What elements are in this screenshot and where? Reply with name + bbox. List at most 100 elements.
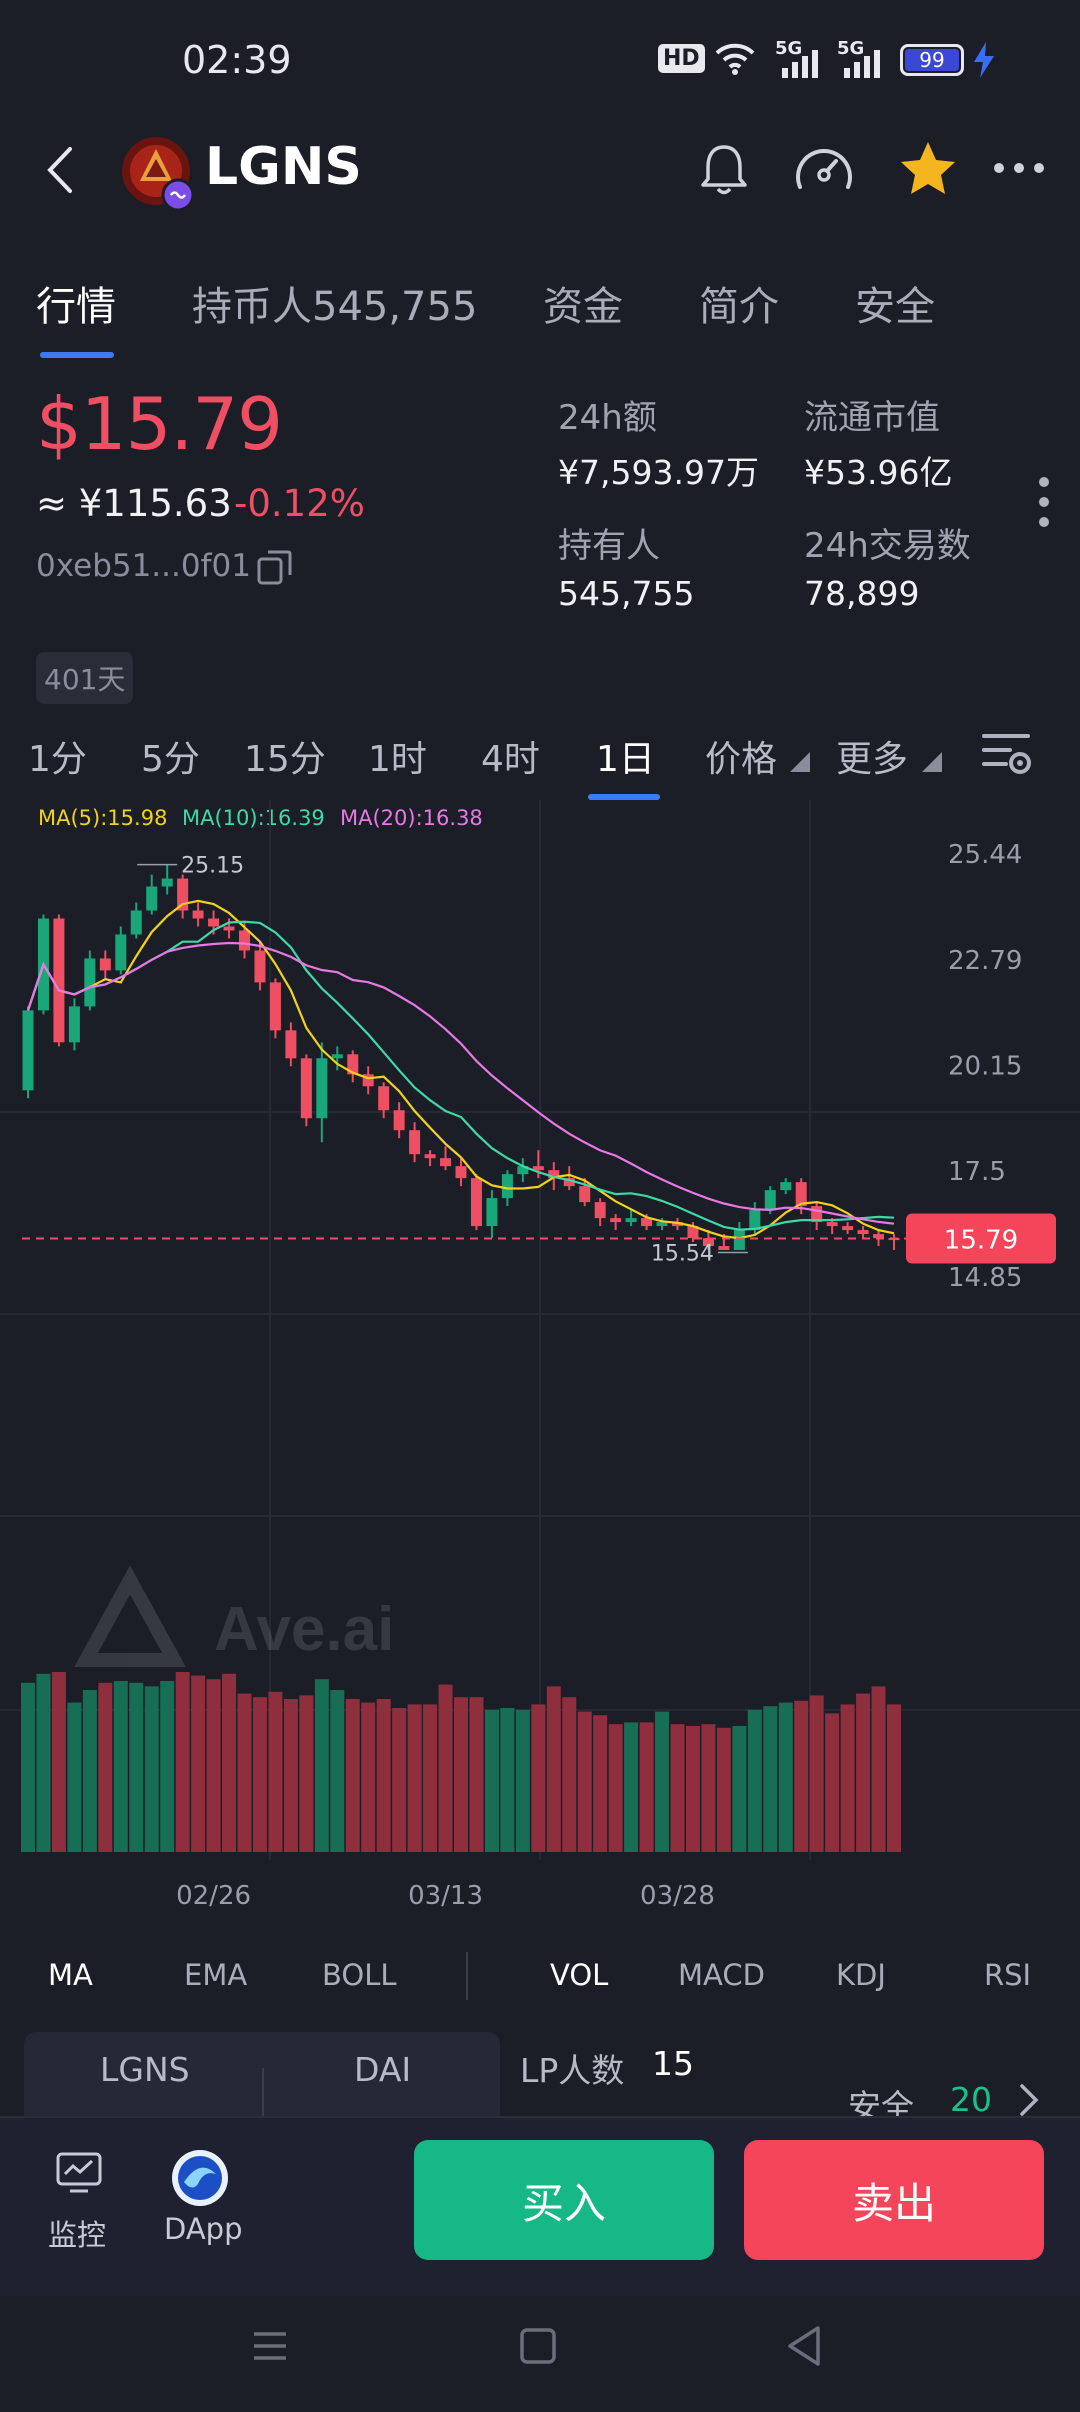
volume-bar bbox=[469, 1697, 484, 1852]
volume-bar bbox=[701, 1724, 716, 1852]
system-nav-bar bbox=[0, 2296, 1080, 2412]
stat-value-volume: ¥7,593.97万 bbox=[558, 453, 759, 492]
indicator-macd[interactable]: MACD bbox=[678, 1958, 765, 1992]
pool-token-label: LGNS bbox=[100, 2050, 190, 2089]
candle-body bbox=[625, 1218, 637, 1223]
volume-bar bbox=[361, 1702, 376, 1852]
tab-funds[interactable]: 资金 bbox=[543, 284, 623, 330]
timeframe-5m[interactable]: 5分 bbox=[141, 739, 200, 780]
volume-bar bbox=[732, 1726, 747, 1852]
volume-bar bbox=[484, 1709, 499, 1852]
candle-body bbox=[780, 1182, 792, 1191]
menu-icon[interactable] bbox=[250, 2326, 290, 2366]
volume-bar bbox=[206, 1679, 221, 1852]
hd-icon: HD bbox=[658, 44, 705, 73]
candle-body bbox=[161, 878, 173, 887]
timeframe-1m[interactable]: 1分 bbox=[28, 739, 87, 780]
stat-label-market-cap: 流通市值 bbox=[804, 398, 940, 438]
volume-bar bbox=[794, 1700, 809, 1852]
status-bar: 02:39 HD 5G 5G 99 bbox=[0, 0, 1080, 125]
buy-button[interactable]: 买入 bbox=[414, 2140, 714, 2260]
more-options-icon[interactable] bbox=[992, 161, 1046, 175]
copy-icon[interactable] bbox=[256, 548, 294, 586]
low-price-label: 15.54 bbox=[651, 1241, 714, 1266]
candle-body bbox=[656, 1222, 668, 1227]
bell-icon[interactable] bbox=[694, 139, 754, 199]
price-type-dropdown[interactable]: 价格 bbox=[705, 739, 778, 780]
home-icon[interactable] bbox=[518, 2326, 558, 2366]
candle-body bbox=[733, 1230, 745, 1251]
volume-bar bbox=[716, 1727, 731, 1852]
tab-holders[interactable]: 持币人545,755 bbox=[192, 284, 478, 330]
volume-bar bbox=[268, 1691, 283, 1852]
vertical-more-icon[interactable] bbox=[1036, 474, 1052, 530]
volume-bar bbox=[562, 1697, 577, 1852]
price-chart[interactable]: Ave.ai 25.44 22.79 20.15 17.5 14.85 02/26 03/1… bbox=[0, 800, 1080, 1920]
pool-quote-label: DAI bbox=[354, 2050, 412, 2089]
chart-settings-icon[interactable] bbox=[980, 730, 1034, 780]
y-tick-label: 22.79 bbox=[948, 946, 1022, 976]
tab-security[interactable]: 安全 bbox=[855, 284, 935, 330]
timeframe-15m[interactable]: 15分 bbox=[244, 739, 326, 780]
candle-body bbox=[192, 910, 204, 919]
back-arrow-icon[interactable] bbox=[44, 145, 74, 195]
volume-bar bbox=[376, 1699, 391, 1852]
watermark-logo-icon bbox=[74, 1565, 186, 1667]
volume-bar bbox=[856, 1693, 871, 1852]
volume-bar bbox=[299, 1695, 314, 1852]
clock: 02:39 bbox=[182, 38, 292, 82]
back-nav-icon[interactable] bbox=[784, 2324, 824, 2368]
indicator-vol[interactable]: VOL bbox=[550, 1958, 609, 1992]
indicator-ma[interactable]: MA bbox=[48, 1958, 93, 1992]
volume-bar bbox=[546, 1686, 561, 1852]
more-timeframes-dropdown[interactable]: 更多 bbox=[836, 739, 909, 780]
volume-bar bbox=[778, 1702, 793, 1852]
speedometer-icon[interactable] bbox=[792, 139, 856, 199]
monitor-label[interactable]: 监控 bbox=[48, 2218, 107, 2252]
candle-body bbox=[532, 1166, 544, 1171]
volume-bar bbox=[237, 1693, 252, 1852]
dapp-icon[interactable] bbox=[170, 2148, 230, 2208]
timeframe-4h[interactable]: 4时 bbox=[481, 739, 540, 780]
volume-bar bbox=[98, 1682, 113, 1852]
candle-body bbox=[68, 1006, 80, 1043]
timeframe-1d[interactable]: 1日 bbox=[596, 739, 655, 780]
indicator-kdj[interactable]: KDJ bbox=[836, 1958, 886, 1992]
signal-label-2: 5G bbox=[837, 38, 865, 59]
indicator-rsi[interactable]: RSI bbox=[984, 1958, 1032, 1992]
volume-bar bbox=[36, 1673, 51, 1852]
header: LGNS bbox=[0, 125, 1080, 270]
stat-value-market-cap: ¥53.96亿 bbox=[804, 453, 953, 492]
candle-body bbox=[130, 910, 142, 935]
monitor-icon[interactable] bbox=[56, 2152, 102, 2194]
dropdown-triangle-icon-2 bbox=[922, 752, 942, 772]
favorite-star-icon[interactable] bbox=[898, 139, 958, 197]
current-price-tag bbox=[906, 1213, 1056, 1264]
tab-market[interactable]: 行情 bbox=[36, 284, 116, 330]
volume-bar bbox=[608, 1724, 623, 1852]
volume-bar bbox=[515, 1709, 530, 1852]
candle-body bbox=[548, 1170, 560, 1179]
candle-body bbox=[146, 886, 158, 911]
candle-body bbox=[610, 1218, 622, 1223]
indicator-ema[interactable]: EMA bbox=[184, 1958, 248, 1992]
sell-button[interactable]: 卖出 bbox=[744, 2140, 1044, 2260]
stat-value-holders: 545,755 bbox=[558, 574, 695, 613]
chevron-right-icon[interactable] bbox=[1018, 2082, 1040, 2118]
candle-body bbox=[764, 1190, 776, 1211]
candle-body bbox=[424, 1154, 436, 1159]
token-logo bbox=[120, 135, 196, 212]
candle-body bbox=[749, 1210, 761, 1231]
dapp-label[interactable]: DApp bbox=[164, 2212, 243, 2246]
volume-bar bbox=[438, 1684, 453, 1852]
volume-bar bbox=[51, 1672, 66, 1852]
indicator-boll[interactable]: BOLL bbox=[322, 1958, 397, 1992]
candle-body bbox=[594, 1202, 606, 1219]
candle-body bbox=[517, 1166, 529, 1175]
volume-bar bbox=[624, 1722, 639, 1852]
tab-intro[interactable]: 简介 bbox=[699, 284, 779, 330]
timeframe-1h[interactable]: 1时 bbox=[368, 739, 427, 780]
candle-body bbox=[857, 1230, 869, 1235]
candle-body bbox=[842, 1226, 854, 1231]
lp-count-label: LP人数 bbox=[520, 2051, 625, 2090]
